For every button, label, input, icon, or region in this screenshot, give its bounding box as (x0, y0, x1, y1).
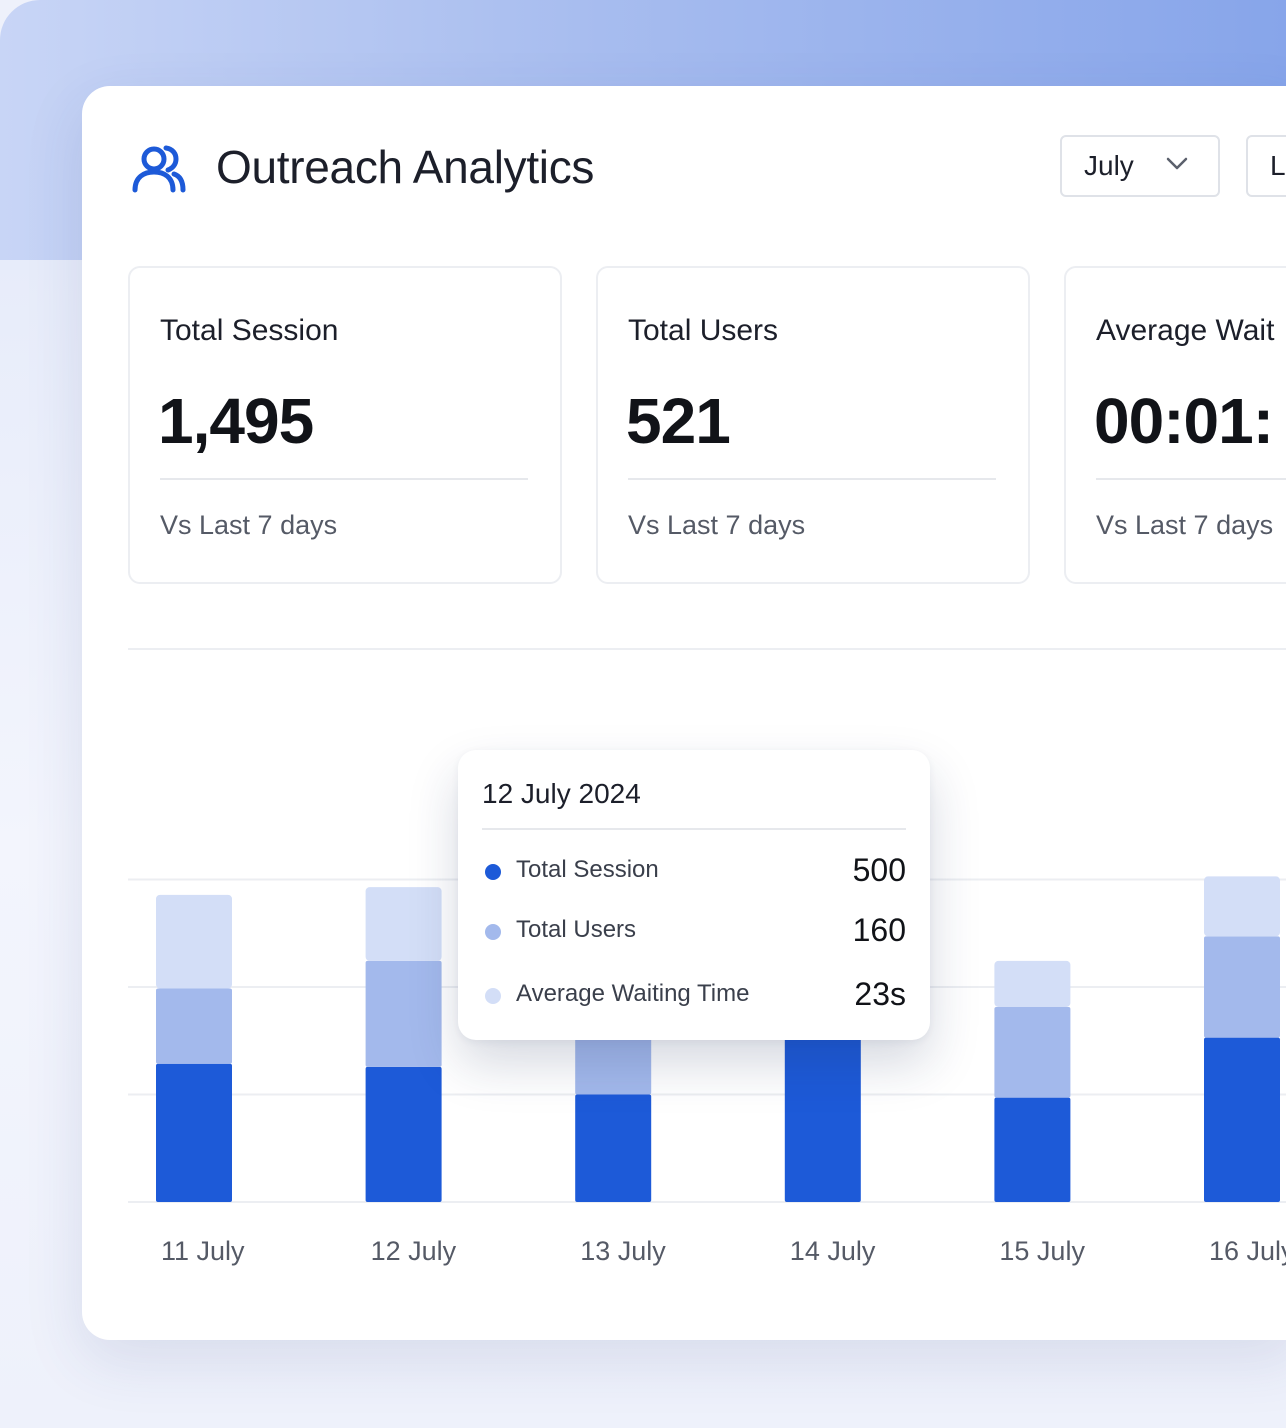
chart-tooltip: 12 July 2024 Total Session 500 Total Use… (458, 750, 930, 1040)
analytics-card: Outreach Analytics July L Total Session … (82, 86, 1286, 1340)
bar-total-session[interactable] (1204, 1037, 1280, 1202)
legend-dot (485, 924, 501, 940)
chevron-down-icon (1166, 157, 1188, 170)
stat-label: Total Session (160, 314, 339, 347)
tooltip-row-average-waiting-time: Average Waiting Time 23s (482, 976, 906, 1016)
month-select-value: July (1084, 150, 1134, 181)
stat-compare: Vs Last 7 days (160, 510, 338, 540)
range-select-value: L (1270, 150, 1286, 181)
stat-value: 521 (626, 385, 731, 457)
x-tick-label: 16 July (1209, 1236, 1286, 1266)
tooltip-title: 12 July 2024 (482, 778, 641, 809)
legend-dot (485, 864, 501, 880)
tooltip-row-value: 160 (852, 912, 906, 948)
bar-total-users[interactable] (1204, 936, 1280, 1038)
tooltip-divider (482, 828, 906, 830)
tooltip-row-name: Total Session (516, 856, 659, 883)
stat-card-total-users: Total Users 521 Vs Last 7 days (596, 266, 1030, 584)
bar-average-waiting-time[interactable] (365, 887, 442, 961)
x-tick-label: 11 July (161, 1236, 245, 1266)
stat-compare: Vs Last 7 days (628, 510, 806, 540)
tooltip-row-name: Average Waiting Time (516, 980, 750, 1007)
x-tick-label: 15 July (999, 1236, 1085, 1266)
bar-average-waiting-time[interactable] (156, 894, 232, 989)
tooltip-row-total-users: Total Users 160 (482, 912, 906, 952)
bar-total-session[interactable] (784, 1033, 861, 1202)
page-title: Outreach Analytics (216, 141, 595, 193)
month-select[interactable]: July (1060, 135, 1220, 197)
x-tick-label: 13 July (580, 1236, 666, 1266)
stat-card-total-session: Total Session 1,495 Vs Last 7 days (128, 266, 562, 584)
stat-label: Average Wait (1096, 314, 1275, 347)
bar-total-session[interactable] (575, 1094, 652, 1203)
bar-average-waiting-time[interactable] (994, 960, 1071, 1007)
bar-total-users[interactable] (156, 988, 232, 1064)
bar-total-session[interactable] (994, 1097, 1071, 1202)
stat-divider (160, 478, 528, 480)
stat-compare: Vs Last 7 days (1096, 510, 1274, 540)
stat-divider (628, 478, 996, 480)
range-select[interactable]: L (1246, 135, 1286, 197)
bar-average-waiting-time[interactable] (1204, 876, 1280, 937)
tooltip-row-name: Total Users (516, 916, 637, 943)
tooltip-row-value: 23s (854, 976, 906, 1012)
stat-card-average-wait: Average Wait 00:01: Vs Last 7 days (1064, 266, 1286, 584)
tooltip-row-total-session: Total Session 500 (482, 852, 906, 892)
stat-label: Total Users (628, 314, 779, 347)
stat-value: 1,495 (158, 385, 314, 457)
tooltip-row-value: 500 (852, 852, 906, 888)
stat-value: 00:01: (1094, 385, 1274, 457)
bar-total-users[interactable] (994, 1006, 1071, 1098)
stat-divider (1096, 478, 1286, 480)
bar-total-session[interactable] (365, 1066, 442, 1202)
users-icon (132, 145, 186, 193)
x-tick-label: 14 July (790, 1236, 876, 1266)
legend-dot (485, 988, 501, 1004)
chart-top-divider (128, 648, 1286, 650)
bar-total-users[interactable] (365, 960, 442, 1067)
bar-total-session[interactable] (156, 1063, 232, 1202)
x-tick-label: 12 July (371, 1236, 457, 1266)
